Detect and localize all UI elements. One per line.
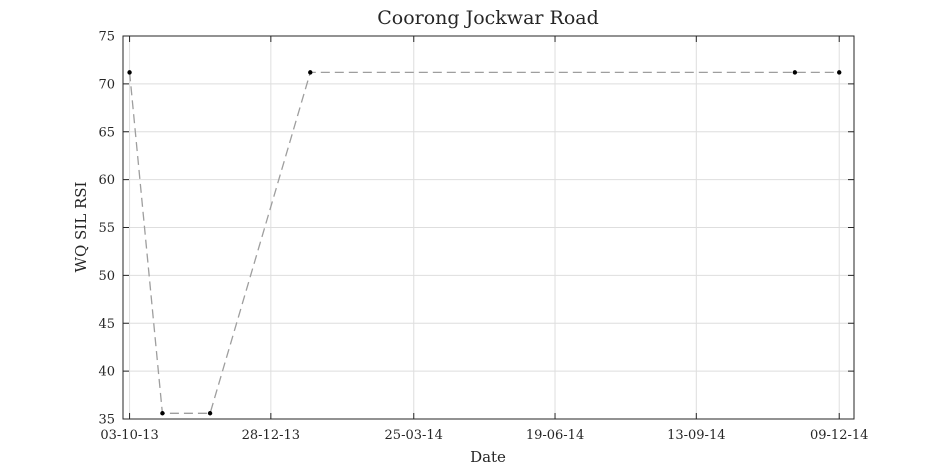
series-layer — [127, 70, 842, 416]
data-point — [308, 70, 313, 75]
y-tick-label: 35 — [98, 413, 115, 428]
tick-labels: 35 40 45 50 55 60 65 70 75 03-10-13 28-12-13 25-03-… — [98, 30, 868, 444]
x-tick-label: 03-10-13 — [100, 428, 158, 443]
y-tick-label: 40 — [98, 365, 115, 380]
series-line — [128, 71, 840, 414]
tick-marks — [123, 35, 854, 420]
y-tick-label: 60 — [98, 173, 115, 188]
y-tick-label: 45 — [98, 317, 115, 332]
chart-title: Coorong Jockwar Road — [377, 7, 599, 29]
x-axis-label: Date — [470, 448, 506, 466]
x-tick-label: 28-12-13 — [242, 428, 300, 443]
x-tick-label: 09-12-14 — [810, 428, 868, 443]
data-point — [160, 411, 165, 416]
x-tick-label: 25-03-14 — [385, 428, 443, 443]
y-tick-label: 75 — [98, 30, 115, 45]
y-tick-label: 70 — [98, 77, 115, 92]
y-axis-label: WQ SIL RSI — [72, 181, 90, 272]
data-point — [207, 411, 213, 416]
x-tick-label: 13-09-14 — [667, 428, 725, 443]
y-tick-label: 55 — [98, 221, 115, 236]
y-tick-label: 65 — [98, 125, 115, 140]
data-point — [792, 70, 798, 75]
y-tick-label: 50 — [98, 269, 115, 284]
data-point — [127, 70, 132, 75]
grid — [123, 35, 854, 420]
x-tick-label: 19-06-14 — [526, 428, 584, 443]
data-point — [837, 70, 842, 75]
